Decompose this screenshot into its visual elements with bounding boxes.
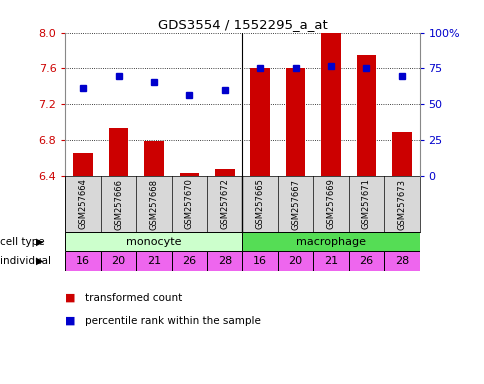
- Bar: [144, 141, 164, 176]
- Text: GSM257665: GSM257665: [255, 179, 264, 229]
- Bar: [250, 68, 270, 176]
- Bar: [171, 251, 207, 271]
- Text: individual: individual: [0, 256, 51, 266]
- Bar: [108, 128, 128, 176]
- Text: ▶: ▶: [36, 237, 44, 247]
- Text: GSM257672: GSM257672: [220, 179, 229, 229]
- Bar: [65, 232, 242, 251]
- Title: GDS3554 / 1552295_a_at: GDS3554 / 1552295_a_at: [157, 18, 327, 31]
- Text: ▶: ▶: [36, 256, 44, 266]
- Text: GSM257664: GSM257664: [78, 179, 88, 229]
- Text: 20: 20: [288, 256, 302, 266]
- Text: percentile rank within the sample: percentile rank within the sample: [85, 316, 260, 326]
- Bar: [356, 55, 376, 176]
- Bar: [207, 251, 242, 271]
- Text: GSM257669: GSM257669: [326, 179, 335, 229]
- Bar: [179, 173, 199, 176]
- Text: GSM257670: GSM257670: [184, 179, 194, 229]
- Bar: [101, 251, 136, 271]
- Bar: [348, 251, 383, 271]
- Bar: [285, 68, 305, 176]
- Text: macrophage: macrophage: [295, 237, 365, 247]
- Text: 28: 28: [394, 256, 408, 266]
- Text: ■: ■: [65, 293, 76, 303]
- Bar: [320, 33, 340, 176]
- Bar: [277, 251, 313, 271]
- Bar: [242, 251, 277, 271]
- Text: 21: 21: [323, 256, 337, 266]
- Text: 16: 16: [76, 256, 90, 266]
- Text: 21: 21: [147, 256, 161, 266]
- Bar: [136, 251, 171, 271]
- Text: monocyte: monocyte: [126, 237, 182, 247]
- Text: GSM257673: GSM257673: [396, 179, 406, 230]
- Text: GSM257667: GSM257667: [290, 179, 300, 230]
- Bar: [313, 251, 348, 271]
- Text: GSM257666: GSM257666: [114, 179, 123, 230]
- Text: GSM257671: GSM257671: [361, 179, 370, 229]
- Text: 20: 20: [111, 256, 125, 266]
- Bar: [73, 153, 93, 176]
- Text: 26: 26: [182, 256, 196, 266]
- Text: 26: 26: [359, 256, 373, 266]
- Bar: [65, 251, 101, 271]
- Text: ■: ■: [65, 316, 76, 326]
- Bar: [383, 251, 419, 271]
- Text: cell type: cell type: [0, 237, 45, 247]
- Bar: [391, 132, 411, 176]
- Text: 16: 16: [253, 256, 267, 266]
- Text: transformed count: transformed count: [85, 293, 182, 303]
- Bar: [214, 169, 234, 176]
- Text: 28: 28: [217, 256, 231, 266]
- Bar: [242, 232, 419, 251]
- Text: GSM257668: GSM257668: [149, 179, 158, 230]
